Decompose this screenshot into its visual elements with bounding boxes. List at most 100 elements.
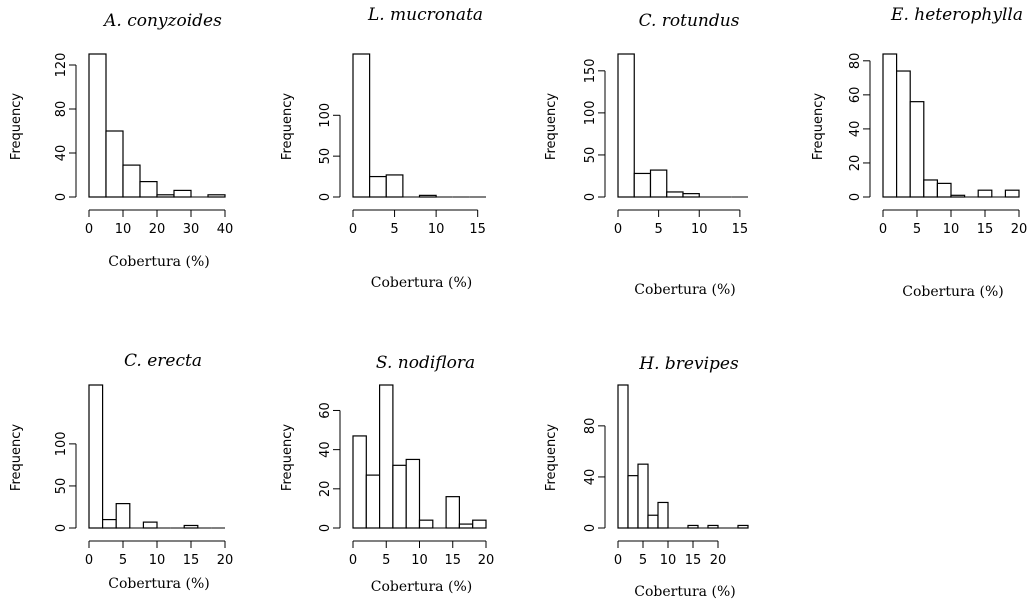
x-tick-label: 10 [428,222,445,237]
histogram-bar [405,458,421,529]
histogram-panel-6: 0 5 10 15 20 0 20 40 60 S. nodiflora Cobertura (%)… [280,353,494,595]
histogram-bar [88,53,107,198]
x-tick-label: 0 [614,553,622,568]
x-tick-label: 5 [639,553,647,568]
histogram-bar [936,182,952,198]
x-tick-label: 40 [217,222,234,237]
panel-title: H. brevipes [638,354,739,374]
y-tick-label: 50 [318,148,333,165]
histogram-panel-4: 0 5 10 15 20 0 20 40 60 80 E. heterophylla Cobertur… [811,5,1027,300]
y-tick-label: 100 [583,100,598,125]
y-tick-label: 0 [583,193,598,201]
x-tick-label: 15 [183,553,200,568]
histogram-bar [737,524,749,529]
y-axis-label: Frequency [9,424,24,491]
y-tick-label: 0 [54,193,69,201]
y-tick-label: 0 [318,193,333,201]
x-tick-label: 10 [115,222,132,237]
histogram-bar [88,384,104,529]
x-tick-label: 20 [478,553,495,568]
histogram-bar [637,463,649,529]
x-tick-label: 5 [382,553,390,568]
histogram-bar [627,475,639,529]
x-tick-label: 20 [1011,222,1028,237]
y-axis-label: Frequency [544,424,559,491]
x-tick-label: 15 [469,222,486,237]
histogram-bar [909,101,925,198]
histogram-bar [617,384,629,529]
y-tick-label: 20 [318,481,333,498]
histogram-bar [923,179,938,198]
histogram-bar [352,435,367,529]
y-tick-label: 40 [318,441,333,458]
histogram-bar [385,174,404,198]
x-tick-label: 0 [879,222,887,237]
x-tick-label: 15 [732,222,749,237]
histogram-bar [115,503,131,529]
y-tick-label: 0 [318,524,333,532]
y-tick-label: 80 [583,418,598,435]
x-tick-label: 5 [913,222,921,237]
histogram-bar [418,194,437,198]
histogram-bar [950,194,966,198]
x-tick-label: 10 [943,222,960,237]
histogram-panel-5: 0 5 10 15 20 0 50 100 C. erecta Cobertura (%) Freq… [9,351,233,592]
histogram-bar [687,524,699,529]
histogram-bar [156,194,175,198]
histogram-bar [105,130,124,198]
x-tick-label: 15 [977,222,994,237]
x-tick-label: 10 [411,553,428,568]
histogram-bar [352,53,371,198]
x-tick-label: 0 [614,222,622,237]
histogram-bar [657,501,669,529]
x-axis-label: Cobertura (%) [108,254,209,270]
y-axis-label: Frequency [280,93,295,160]
y-axis-label: Frequency [280,424,295,491]
x-tick-label: 15 [685,553,702,568]
y-tick-label: 20 [848,155,863,172]
panel-title: L. mucronata [367,5,483,25]
x-tick-label: 10 [691,222,708,237]
histogram-bar [445,496,461,529]
y-tick-label: 100 [318,103,333,128]
x-axis-label: Cobertura (%) [108,576,209,592]
histogram-bar [101,518,117,529]
histogram-bar [977,189,993,198]
histogram-panel-1: 0 10 20 30 40 0 40 80 120 A. conyzoides Cobertura … [9,11,233,270]
histogram-bar [472,519,487,529]
x-tick-label: 0 [85,222,93,237]
y-axis-label: Frequency [9,93,24,160]
histogram-bar [649,169,668,198]
x-tick-label: 10 [149,553,166,568]
histogram-bar [895,70,911,198]
histogram-bar [617,53,635,198]
y-axis-label: Frequency [544,93,559,160]
y-tick-label: 80 [54,101,69,118]
y-tick-label: 40 [583,469,598,486]
histogram-bar [142,521,158,529]
histogram-bar [458,523,474,529]
histogram-bar [207,194,226,198]
y-tick-label: 80 [848,53,863,70]
y-tick-label: 60 [318,402,333,419]
y-tick-label: 100 [54,431,69,456]
x-tick-label: 5 [390,222,398,237]
x-tick-label: 5 [654,222,662,237]
panel-title: A. conyzoides [102,11,222,31]
histogram-bar [666,191,684,198]
x-tick-label: 20 [217,553,234,568]
x-tick-label: 20 [149,222,166,237]
x-axis-label: Cobertura (%) [371,579,472,595]
histogram-bar [392,464,407,529]
x-tick-label: 30 [183,222,200,237]
histogram-bar [183,524,199,529]
histogram-bar [365,474,381,529]
x-axis-label: Cobertura (%) [634,282,735,298]
x-tick-label: 15 [444,553,461,568]
y-tick-label: 50 [54,478,69,495]
x-tick-label: 0 [349,222,357,237]
panel-title: S. nodiflora [376,353,475,373]
y-tick-label: 50 [583,147,598,164]
